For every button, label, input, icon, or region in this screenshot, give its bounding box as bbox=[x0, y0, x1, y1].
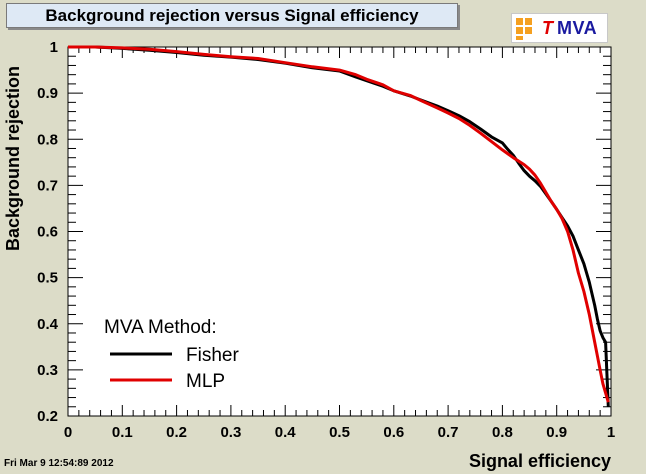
logo-square-icon bbox=[516, 27, 523, 34]
plot-area bbox=[67, 46, 612, 417]
x-tick-label: 0.9 bbox=[546, 424, 567, 441]
x-tick-label: 0.1 bbox=[112, 424, 133, 441]
x-tick-label: 0.8 bbox=[492, 424, 513, 441]
y-tick-label: 0.8 bbox=[37, 131, 58, 148]
logo-square-icon bbox=[516, 18, 523, 25]
x-tick-labels: 0 0.1 0.2 0.3 0.4 0.5 0.6 0.7 0.8 0.9 1 bbox=[64, 424, 615, 441]
series-line-mlp bbox=[68, 45, 610, 403]
x-tick-label: 0.5 bbox=[329, 424, 350, 441]
logo-square-icon bbox=[525, 18, 532, 25]
y-tick-label: 0.2 bbox=[37, 408, 58, 425]
logo-t-letter: T bbox=[542, 18, 553, 38]
y-tick-label: 0.9 bbox=[37, 85, 58, 102]
y-tick-label: 0.5 bbox=[37, 270, 58, 287]
y-axis-title: Background rejection bbox=[3, 66, 23, 251]
x-tick-label: 0.7 bbox=[438, 424, 459, 441]
legend-label-fisher: Fisher bbox=[186, 345, 239, 366]
y-tick-label: 1 bbox=[50, 39, 58, 56]
logo-square-icon bbox=[525, 27, 532, 34]
legend-title: MVA Method: bbox=[104, 317, 217, 338]
x-tick-label: 0.3 bbox=[220, 424, 241, 441]
x-axis-title: Signal efficiency bbox=[469, 451, 611, 471]
chart-title: Background rejection versus Signal effic… bbox=[6, 3, 458, 28]
tmva-logo: T MVA bbox=[511, 13, 608, 43]
x-tick-label: 0.4 bbox=[275, 424, 297, 441]
legend-label-mlp: MLP bbox=[186, 371, 225, 392]
x-tick-label: 1 bbox=[607, 424, 615, 441]
logo-square-icon bbox=[516, 36, 523, 40]
x-tick-label: 0.6 bbox=[383, 424, 404, 441]
y-tick-label: 0.7 bbox=[37, 177, 58, 194]
y-tick-labels: 0.2 0.3 0.4 0.5 0.6 0.7 0.8 0.9 1 bbox=[37, 39, 59, 425]
timestamp: Fri Mar 9 12:54:89 2012 bbox=[4, 458, 114, 469]
x-tick-label: 0.2 bbox=[166, 424, 187, 441]
y-tick-label: 0.3 bbox=[37, 362, 58, 379]
x-tick-label: 0 bbox=[64, 424, 72, 441]
y-tick-label: 0.6 bbox=[37, 224, 58, 241]
series-lines bbox=[68, 45, 610, 407]
y-tick-label: 0.4 bbox=[37, 316, 59, 333]
logo-mva-text: MVA bbox=[557, 18, 598, 38]
legend: MVA Method: Fisher MLP bbox=[104, 317, 239, 392]
